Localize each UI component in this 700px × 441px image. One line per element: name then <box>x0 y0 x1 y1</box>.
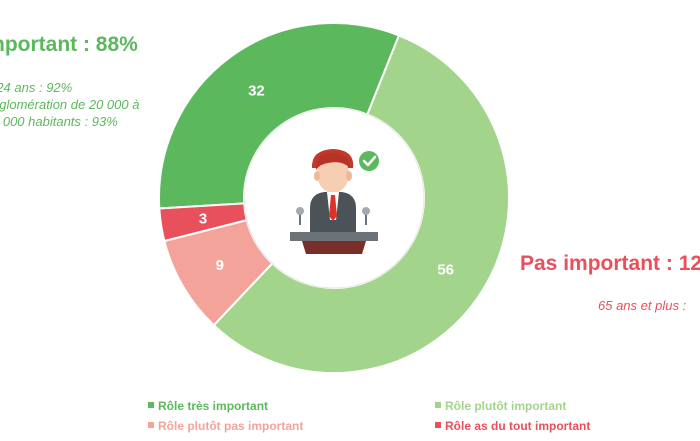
important-note-line: gglomération de 20 000 à <box>0 96 140 112</box>
important-summary-notes: -24 ans : 92% gglomération de 20 000 à 0… <box>0 80 139 131</box>
politician-at-podium-icon <box>290 149 378 254</box>
slice-label-rather-important: 56 <box>437 261 454 278</box>
legend-item-very-important: Rôle très important <box>148 399 268 413</box>
slice-label-not-at-all-important: 3 <box>199 210 207 227</box>
legend-swatch <box>148 422 154 428</box>
legend-swatch <box>435 422 441 428</box>
important-note-line: -24 ans : 92% <box>0 80 73 95</box>
legend-label: Rôle as du tout important <box>445 419 591 433</box>
checkmark-badge-icon <box>359 151 379 171</box>
not-important-summary-notes: 65 ans et plus : <box>598 298 686 315</box>
not-important-summary-title: Pas important : 12 <box>520 252 700 275</box>
legend-label: Rôle plutôt pas important <box>158 419 304 433</box>
slice-label-very-important: 32 <box>248 83 265 100</box>
legend-item-rather-important: Rôle plutôt important <box>435 399 566 413</box>
legend-swatch <box>148 402 154 408</box>
legend-label: Rôle plutôt important <box>445 399 567 413</box>
slice-label-rather-not-important: 9 <box>216 257 224 274</box>
legend-label: Rôle très important <box>158 399 269 413</box>
important-note-line: 0 000 habitants : 93% <box>0 113 118 129</box>
donut-slices: 32 56 9 3 <box>158 22 510 374</box>
not-important-note-line: 65 ans et plus : <box>598 298 687 313</box>
legend-item-rather-not-important: Rôle plutôt pas important <box>148 419 303 433</box>
legend-swatch <box>435 402 441 408</box>
legend-item-not-at-all-important: Rôle as du tout important <box>435 419 590 433</box>
important-summary-title: nportant : 88% <box>0 33 138 56</box>
